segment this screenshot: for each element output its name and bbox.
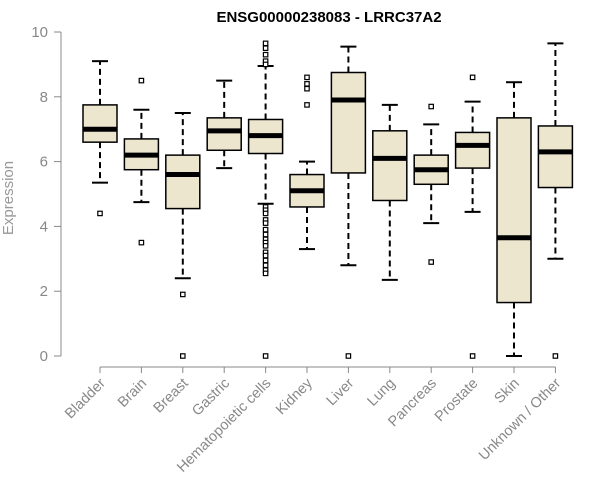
outlier-point [428, 259, 435, 265]
outlier-point [138, 239, 145, 246]
plot-area [82, 40, 574, 359]
box-kidney [289, 74, 325, 251]
x-tick-label: Kidney [273, 375, 316, 418]
box-hematopoietic-cells [247, 40, 284, 359]
outlier-point [262, 45, 269, 52]
chart-title: ENSG00000238083 - LRRC37A2 [216, 9, 441, 26]
outlier-point [469, 353, 476, 359]
x-tick-label: Liver [324, 375, 358, 409]
x-tick-label: Prostate [432, 376, 481, 425]
outlier-point [180, 353, 186, 359]
outlier-point [428, 103, 435, 110]
iqr-box [206, 117, 242, 152]
y-tick-label: 4 [40, 218, 48, 235]
y-axis-label: Expression [0, 161, 17, 235]
x-tick-label: Breast [151, 376, 192, 417]
outlier-point [262, 243, 269, 249]
box-breast [165, 112, 201, 359]
outlier-point [97, 210, 103, 217]
outlier-point [304, 85, 310, 92]
outlier-point [469, 74, 476, 81]
outlier-point [262, 252, 269, 259]
outlier-point [262, 220, 269, 226]
box-lung [372, 103, 408, 281]
iqr-box [330, 71, 367, 174]
iqr-box [372, 130, 408, 202]
outlier-point [552, 353, 559, 359]
outlier-point [262, 231, 269, 238]
outlier-point [262, 40, 269, 47]
iqr-box [537, 125, 574, 189]
x-tick-label: Brain [115, 376, 150, 411]
outlier-point [262, 270, 269, 277]
iqr-box [496, 117, 532, 304]
outlier-point [180, 291, 186, 298]
y-tick-label: 0 [40, 348, 48, 365]
outlier-point [262, 226, 269, 233]
y-tick-label: 8 [40, 89, 48, 106]
box-prostate [454, 74, 491, 359]
box-pancreas [413, 103, 449, 265]
box-unknown-other [537, 42, 574, 359]
outlier-point [345, 353, 352, 359]
box-brain [123, 77, 160, 246]
outlier-point [262, 210, 269, 217]
box-gastric [206, 79, 242, 170]
y-axis: 0 2 4 6 8 10 [31, 24, 62, 365]
outlier-point [262, 257, 269, 264]
iqr-box [82, 104, 118, 143]
outlier-point [304, 74, 310, 81]
box-skin [496, 81, 532, 357]
outlier-point [262, 61, 269, 68]
box-liver [330, 45, 367, 359]
outlier-point [262, 262, 269, 269]
x-tick-label: Lung [364, 376, 398, 410]
outlier-point [304, 81, 310, 87]
x-tick-label: Bladder [62, 375, 109, 422]
y-tick-label: 6 [40, 154, 48, 171]
outlier-point [262, 353, 269, 359]
x-tick-label: Skin [492, 376, 523, 407]
outlier-point [138, 77, 145, 84]
y-tick-label: 10 [31, 24, 48, 41]
y-tick-label: 2 [40, 283, 48, 300]
outlier-point [262, 51, 269, 58]
iqr-box [454, 131, 491, 169]
box-bladder [82, 60, 118, 217]
iqr-box [165, 154, 201, 210]
outlier-point [304, 102, 310, 108]
